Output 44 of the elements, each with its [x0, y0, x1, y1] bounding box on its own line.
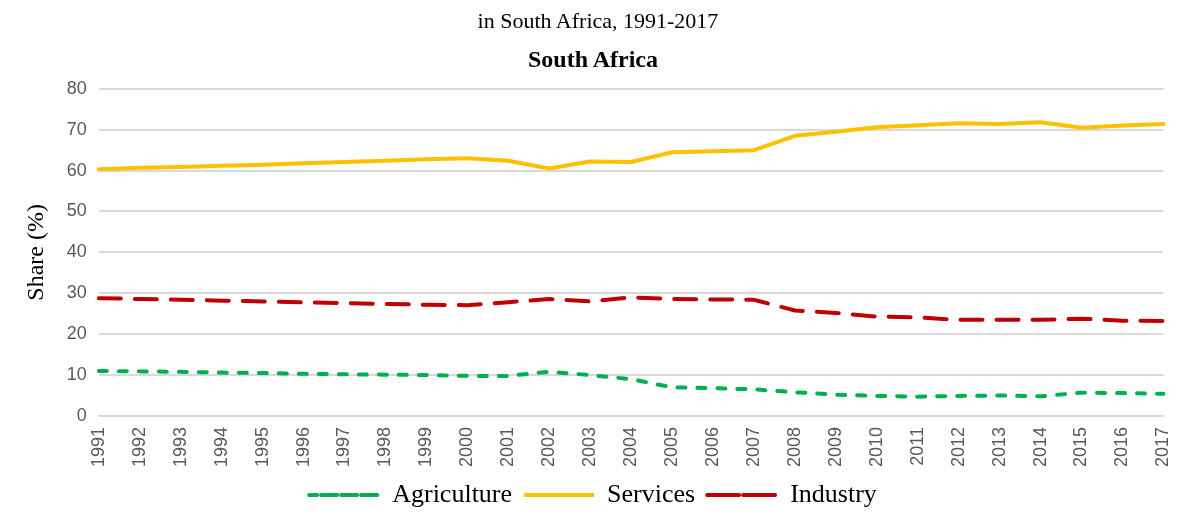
y-tick-label: 10: [66, 364, 87, 385]
line-series: [96, 295, 1166, 324]
x-tick-label: 2000: [456, 426, 477, 467]
x-tick-label: 1993: [169, 426, 190, 467]
chart-title: South Africa: [527, 45, 659, 72]
chart-subtitle: in South Africa, 1991-2017: [476, 8, 720, 35]
y-tick-label: 50: [66, 200, 87, 221]
x-tick-label: 2005: [661, 426, 682, 467]
y-tick-label: 80: [66, 77, 87, 98]
x-tick-label: 1994: [210, 426, 231, 467]
x-tick-label: 2004: [620, 426, 641, 467]
x-tick-label: 2007: [742, 426, 763, 467]
x-tick-label: 2017: [1152, 426, 1173, 467]
x-tick-label: 1991: [87, 426, 108, 467]
x-tick-label: 2008: [783, 426, 804, 467]
x-tick-label: 2014: [1029, 426, 1050, 467]
line-series: [96, 368, 1166, 399]
x-tick-label: 1998: [374, 426, 395, 467]
y-tick-label: 0: [76, 404, 87, 425]
x-tick-label: 2001: [497, 426, 518, 467]
x-tick-label: 1999: [415, 426, 436, 467]
x-tick-label: 1992: [128, 426, 149, 467]
legend-label: Agriculture: [392, 478, 513, 508]
x-tick-label: 2009: [824, 426, 845, 467]
x-tick-label: 1997: [333, 426, 354, 467]
x-tick-label: 2015: [1070, 426, 1091, 467]
y-tick-label: 40: [66, 241, 87, 262]
x-tick-label: 2016: [1111, 426, 1132, 467]
x-tick-label: 2003: [579, 426, 600, 467]
legend-label: Services: [607, 478, 696, 508]
x-tick-label: 2010: [865, 426, 886, 467]
x-tick-label: 1995: [251, 426, 272, 467]
x-tick-label: 1996: [292, 426, 313, 467]
y-tick-label: 30: [66, 282, 87, 303]
x-tick-label: 2013: [988, 426, 1009, 467]
x-tick-label: 2006: [701, 426, 722, 467]
y-tick-label: 70: [66, 118, 87, 139]
y-tick-label: 20: [66, 323, 87, 344]
y-axis-title: Share (%): [21, 204, 48, 301]
x-tick-label: 2002: [538, 426, 559, 467]
legend-label: Industry: [790, 478, 877, 508]
x-tick-label: 2011: [906, 426, 927, 466]
x-tick-label: 2012: [947, 426, 968, 467]
y-tick-label: 60: [66, 159, 87, 180]
